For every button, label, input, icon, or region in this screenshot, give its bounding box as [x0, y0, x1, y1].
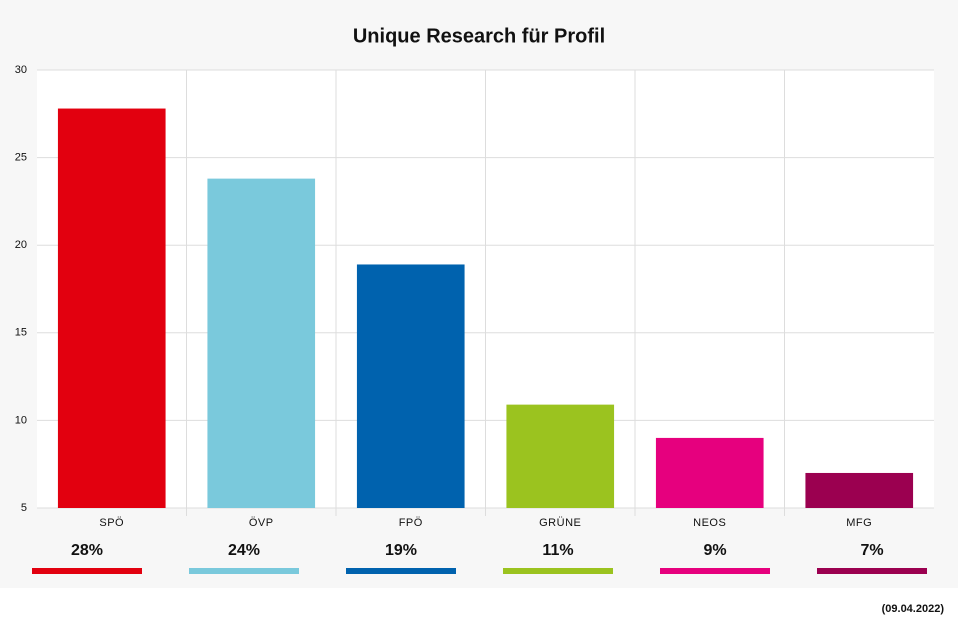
y-tick-label: 25 [15, 152, 27, 164]
legend-swatch [189, 568, 299, 574]
legend-swatch [817, 568, 927, 574]
y-tick-label: 10 [15, 414, 27, 426]
x-tick-label: ÖVP [249, 517, 274, 529]
value-label: 7% [860, 542, 883, 559]
legend-swatch [32, 568, 142, 574]
x-tick-label: NEOS [693, 517, 726, 529]
x-tick-label: MFG [846, 517, 872, 529]
value-label: 19% [385, 542, 417, 559]
legend-swatch [503, 568, 613, 574]
x-tick-label: SPÖ [99, 517, 124, 529]
bar [57, 108, 166, 508]
value-label: 9% [703, 542, 726, 559]
bar [356, 264, 465, 508]
legend-swatch [346, 568, 456, 574]
bar [207, 178, 316, 508]
legend-swatch [660, 568, 770, 574]
value-label: 11% [542, 542, 573, 559]
y-tick-label: 20 [15, 239, 27, 251]
y-tick-label: 15 [15, 327, 27, 339]
date-note: (09.04.2022) [882, 603, 945, 615]
value-label: 28% [71, 542, 103, 559]
x-tick-label: GRÜNE [539, 517, 581, 529]
bar [506, 404, 615, 508]
chart-title: Unique Research für Profil [353, 25, 605, 47]
bar [805, 472, 914, 508]
bar [655, 437, 764, 508]
y-tick-label: 5 [21, 502, 27, 514]
y-tick-label: 30 [15, 64, 27, 76]
x-tick-label: FPÖ [399, 517, 423, 529]
value-label: 24% [228, 542, 260, 559]
